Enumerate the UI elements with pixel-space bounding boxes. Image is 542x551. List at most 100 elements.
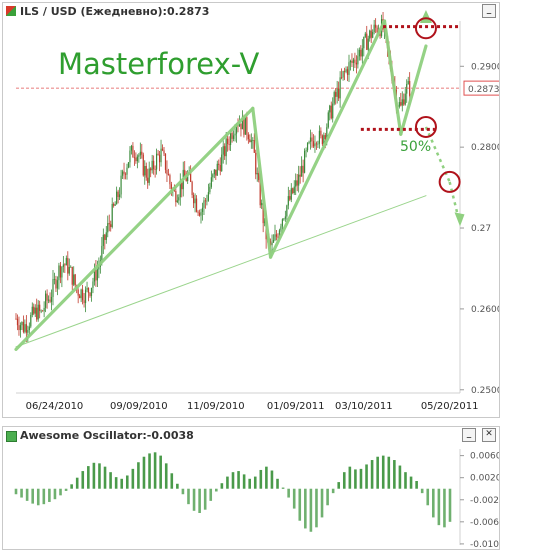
candle-body: [133, 157, 135, 159]
oscillator-bar: [120, 478, 124, 489]
candle-body: [27, 330, 29, 333]
oscillator-bar: [220, 483, 224, 489]
long-support-line: [15, 195, 427, 348]
candle-body: [354, 59, 356, 63]
oscillator-bar: [198, 488, 201, 513]
target-circle-marker: [438, 170, 461, 193]
candle-body: [55, 279, 57, 289]
candle-body: [45, 293, 47, 308]
candle-body: [376, 27, 378, 33]
oscillator-bar: [298, 488, 302, 521]
oscillator-bar: [103, 466, 107, 489]
candle-body: [225, 138, 227, 157]
minimize-oscillator-button[interactable]: _: [462, 428, 476, 442]
candle-body: [28, 326, 30, 331]
candle-body: [86, 287, 88, 290]
candle-body: [53, 279, 56, 280]
price-chart-title: ILS / USD (Ежедневно):0.2873: [20, 5, 210, 18]
candle-body: [234, 133, 236, 136]
candle-body: [372, 32, 374, 38]
candle-body: [73, 274, 75, 285]
candle-body: [357, 56, 359, 65]
candle-body: [302, 165, 304, 173]
oscillator-bar: [31, 488, 34, 504]
candle-body: [258, 173, 260, 181]
candle-body: [295, 180, 297, 187]
candle-body: [213, 169, 215, 175]
candle-body: [170, 184, 172, 191]
candle-body: [336, 88, 338, 97]
candle-body: [110, 224, 112, 228]
candle-body: [79, 295, 81, 299]
candle-body: [207, 192, 209, 201]
candle-body: [190, 172, 192, 182]
oscillator-bar: [404, 472, 407, 489]
candle-body: [193, 194, 195, 204]
price-tick-label: 0.27: [471, 224, 491, 234]
oscillator-bar: [443, 488, 446, 528]
candle-body: [119, 194, 121, 198]
oscillator-bar: [331, 488, 335, 494]
candle-body: [256, 173, 258, 175]
candle-body: [324, 135, 326, 140]
candle-body: [338, 88, 340, 99]
candle-body: [74, 274, 76, 286]
oscillator-bar: [75, 477, 79, 489]
candle-body: [24, 324, 26, 332]
candle-body: [400, 102, 402, 106]
oscillator-bar: [320, 488, 324, 518]
date-tick-label: 03/10/2011: [335, 401, 393, 412]
candle-body: [329, 105, 331, 113]
candle-body: [62, 264, 64, 267]
candle-body: [167, 174, 170, 176]
candle-body: [50, 296, 53, 302]
oscillator-bar: [192, 488, 196, 511]
candle-body: [352, 59, 355, 63]
candle-body: [160, 148, 162, 163]
date-tick-label: 09/09/2010: [110, 401, 168, 412]
candle-body: [317, 143, 319, 145]
candle-body: [19, 325, 22, 331]
candle-body: [39, 304, 41, 311]
candle-body: [287, 196, 289, 206]
candle-body: [52, 279, 54, 297]
candle-body: [77, 289, 79, 296]
candle-body: [163, 150, 165, 154]
oscillator-tick-label: 0.0060: [470, 452, 499, 462]
oscillator-bar: [270, 470, 274, 489]
candle-body: [370, 30, 372, 38]
candle-body: [277, 236, 279, 238]
date-tick-label: 05/20/2011: [421, 401, 479, 412]
oscillator-bar: [70, 484, 73, 489]
oscillator-bar: [164, 463, 168, 489]
candle-body: [281, 219, 283, 227]
candle-body: [332, 103, 334, 119]
candle-body: [289, 196, 291, 200]
candle-body: [219, 165, 221, 172]
candle-body: [343, 71, 346, 72]
oscillator-bar: [420, 488, 424, 494]
close-oscillator-button[interactable]: ✕: [482, 428, 496, 442]
current-price-label: 0.2873: [468, 85, 499, 95]
candle-body: [89, 292, 91, 296]
candle-body: [318, 130, 320, 144]
oscillator-bar: [231, 472, 235, 489]
candle-body: [142, 154, 144, 176]
candle-body: [284, 216, 286, 219]
candle-body: [64, 264, 66, 266]
price-chart-titlebar: ILS / USD (Ежедневно):0.2873 _: [3, 3, 499, 20]
candle-body: [232, 135, 235, 139]
candle-body: [345, 69, 347, 72]
candle-body: [195, 198, 198, 212]
candle-body: [290, 188, 292, 200]
minimize-price-chart-button[interactable]: _: [482, 4, 496, 18]
candle-body: [206, 200, 208, 202]
oscillator-bar: [25, 488, 29, 501]
candle-body: [40, 310, 42, 312]
candle-body: [224, 146, 226, 157]
oscillator-bar: [348, 466, 352, 489]
candle-body: [25, 324, 27, 333]
candle-body: [117, 191, 119, 198]
candle-body: [216, 163, 218, 176]
oscillator-bar: [59, 488, 62, 496]
